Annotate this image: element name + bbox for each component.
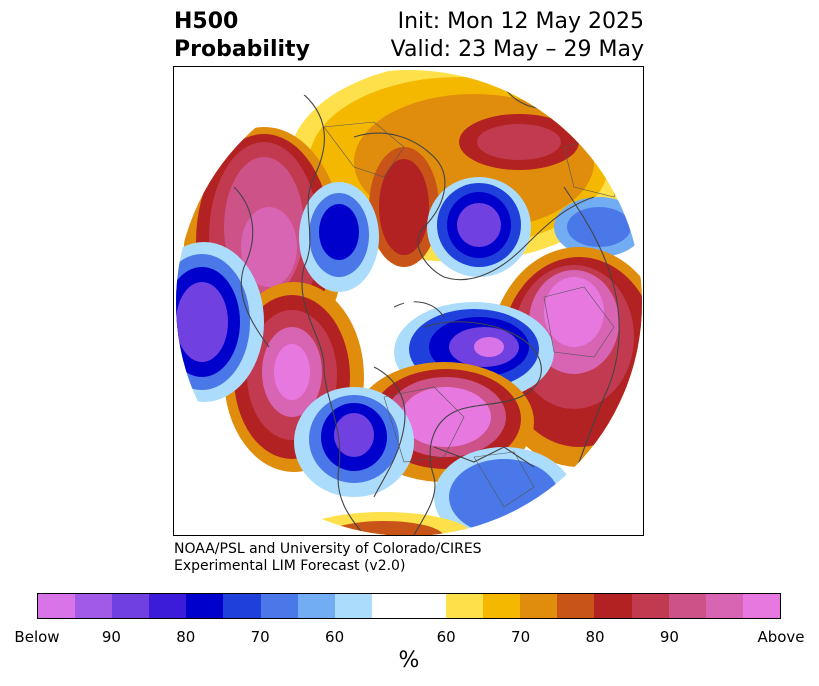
anomaly-field [176,70,642,535]
colorbar-segment-below-2 [112,594,150,618]
colorbar-tick-label: Below [14,628,60,646]
colorbar-segment-above-5 [631,594,669,618]
colorbar-segment-below-0 [38,594,76,618]
init-date: Init: Mon 12 May 2025 [397,9,644,34]
title-right: Init: Mon 12 May 2025 Valid: 23 May – 29… [391,8,644,64]
polar-map-svg [176,70,642,535]
colorbar-tick-label: 80 [585,628,605,646]
colorbar-tick-label: 90 [101,628,121,646]
colorbar-segment-neutral [371,594,447,618]
title-left: H500 Probability [174,8,310,64]
colorbar-segment-above-0 [446,594,484,618]
colorbar-segment-below-4 [186,594,224,618]
below-region-south-west [294,387,414,497]
colorbar-tick-label: 80 [176,628,196,646]
colorbar-segment-above-3 [557,594,595,618]
colorbar-segment-above-6 [668,594,706,618]
valid-range: Valid: 23 May – 29 May [390,37,644,62]
colorbar [37,593,781,619]
credit-line-2: Experimental LIM Forecast (v2.0) [174,558,406,574]
colorbar-segment-below-3 [149,594,187,618]
colorbar-segment-above-4 [594,594,632,618]
colorbar-tick-label: Above [757,628,805,646]
colorbar-tick-label: 60 [325,628,345,646]
colorbar-segment-below-5 [223,594,261,618]
colorbar-segment-below-6 [260,594,298,618]
pole-marker [404,298,414,308]
colorbar-segment-below-1 [75,594,113,618]
colorbar-segment-below-8 [334,594,372,618]
colorbar-segment-above-8 [742,594,780,618]
colorbar-tick-label: 60 [436,628,456,646]
below-region-upper-right [427,177,531,277]
colorbar-tick-label: 70 [511,628,531,646]
colorbar-tick-label: 70 [250,628,270,646]
colorbar-segment-above-7 [705,594,743,618]
colorbar-segment-above-2 [520,594,558,618]
below-region-upper-left [299,182,379,292]
probability-map [173,66,644,536]
above-region-bottom [294,512,474,535]
colorbar-unit: % [398,648,420,673]
colorbar-tick-label: 90 [659,628,679,646]
credit: NOAA/PSL and University of Colorado/CIRE… [174,541,482,575]
title-quantity: Probability [174,37,310,62]
colorbar-segment-above-1 [483,594,521,618]
title-variable: H500 [174,9,239,34]
colorbar-segment-below-7 [297,594,335,618]
credit-line-1: NOAA/PSL and University of Colorado/CIRE… [174,541,482,557]
